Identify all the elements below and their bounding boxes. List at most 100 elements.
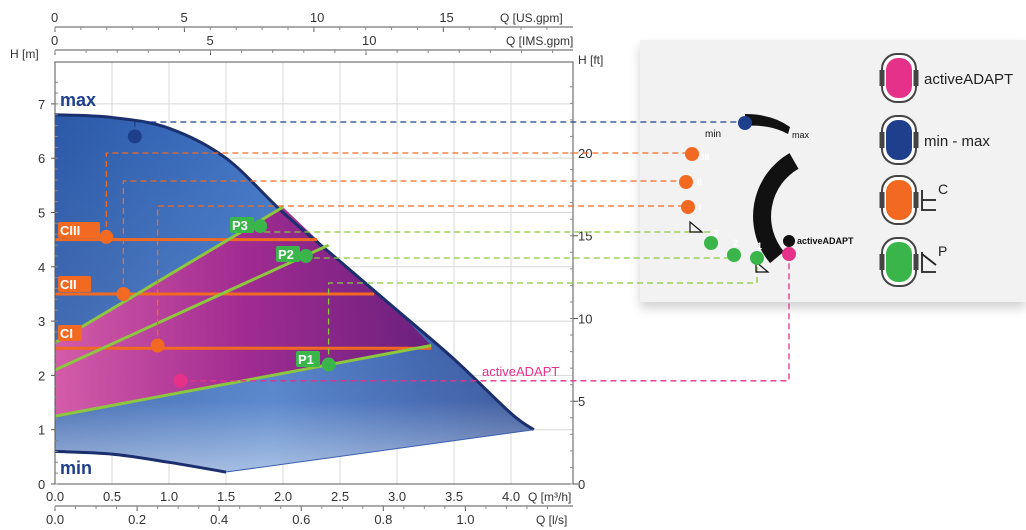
operating-point-p3 — [253, 219, 268, 234]
y-tick-label: 7 — [38, 97, 45, 112]
ciii-label: CIII — [60, 223, 80, 238]
dial-dot-max — [738, 116, 752, 130]
plot-frame — [54, 61, 574, 485]
y-tick-label: 1 — [38, 423, 45, 438]
p3-label-box — [230, 217, 254, 233]
operating-point-ci — [150, 338, 165, 353]
operating-point-p1 — [321, 357, 336, 372]
dial-dot-ii — [679, 175, 693, 189]
cii-label-box — [58, 276, 91, 292]
x-tick-label-m3h: 1.5 — [217, 489, 235, 504]
active-adapt-label: activeADAPT — [482, 364, 559, 379]
x-tick-label-m3h: 3.5 — [445, 489, 463, 504]
legend-active-label: activeADAPT — [924, 71, 1013, 88]
dial-arc — [753, 153, 799, 264]
operating-points — [99, 129, 336, 388]
min-curve — [55, 449, 227, 474]
legend-p-swatch — [886, 242, 912, 282]
y-tick-label: 2 — [38, 368, 45, 383]
ci-label: CI — [60, 326, 73, 341]
x-tick-label-m3h: 3.0 — [388, 489, 406, 504]
x-tick-label-m3h: 0.0 — [46, 489, 64, 504]
legend-p-axis-icon — [921, 252, 936, 273]
dial-min-label: min — [705, 129, 721, 140]
proportional-pressure-line — [54, 243, 330, 372]
cii-label: CII — [60, 277, 77, 292]
legend: activeADAPT min - max C P — [879, 53, 1013, 287]
x-tick-label-ls: 0.2 — [128, 512, 146, 527]
connector-active — [180, 260, 790, 382]
x-tick-label-ls: 0.6 — [292, 512, 310, 527]
dial-dot-2 — [727, 248, 741, 262]
x-tick-label-usgpm: 15 — [439, 10, 453, 25]
operating-point-activeadapt — [173, 373, 188, 388]
dial-mark-ii: II — [697, 177, 702, 187]
p1-label: P1 — [298, 352, 314, 367]
dial-mark-3: 3 — [713, 228, 718, 238]
y-tick-label: 0 — [38, 477, 45, 492]
p2-label-box — [276, 246, 300, 262]
connector-ci — [156, 205, 688, 346]
y2-tick-label: 0 — [578, 477, 585, 492]
x-tick-label-imsgpm: 10 — [362, 33, 376, 48]
x-axis-label-imsgpm: Q [IMS.gpm] — [506, 34, 573, 48]
y-tick-label: 6 — [38, 151, 45, 166]
x-axis-label-ls: Q [l/s] — [536, 513, 567, 527]
legend-c-label: C — [938, 181, 948, 197]
legend-minmax-swatch — [886, 120, 912, 160]
ci-label-box — [58, 325, 82, 341]
dial-mark-iii: III — [702, 152, 710, 162]
dial-c-symbol — [689, 220, 704, 233]
x-axis-label-usgpm: Q [US.gpm] — [500, 11, 563, 25]
x-tick-label-m3h: 2.0 — [274, 489, 292, 504]
connector-p1 — [327, 264, 758, 365]
x-tick-label-imsgpm: 0 — [51, 33, 58, 48]
dial-dot-i — [681, 200, 695, 214]
dial-max-wedge — [745, 114, 790, 134]
x-tick-label-m3h: 1.0 — [160, 489, 178, 504]
dial-active-knob — [783, 235, 795, 247]
x-tick-label-usgpm: 5 — [180, 10, 187, 25]
x-tick-label-m3h: 0.5 — [103, 489, 121, 504]
x-tick-label-imsgpm: 5 — [206, 33, 213, 48]
dial-dot-active — [782, 247, 796, 261]
dial-dot-3 — [704, 236, 718, 250]
operating-point-p2 — [298, 248, 313, 263]
dial-dot-iii — [685, 147, 699, 161]
area-bottom-edge — [225, 429, 534, 473]
p1-label-box — [296, 351, 320, 367]
x-tick-label-m3h: 4.0 — [502, 489, 520, 504]
y2-tick-label: 10 — [578, 311, 592, 326]
connector-ciii — [105, 152, 692, 237]
operating-point-cii — [116, 286, 131, 301]
dial-mark-2: 2 — [733, 238, 738, 248]
x-tick-label-usgpm: 0 — [51, 10, 58, 25]
y-tick-label: 3 — [38, 314, 45, 329]
p3-label: P3 — [232, 218, 248, 233]
p2-label: P2 — [278, 247, 294, 262]
legend-p-label: P — [938, 243, 947, 259]
x-tick-label-usgpm: 10 — [310, 10, 324, 25]
legend-minmax-label: min - max — [924, 133, 990, 150]
x-tick-label-ls: 0.8 — [374, 512, 392, 527]
legend-c-axis-icon — [921, 190, 936, 211]
curve-labels: max min CIII CII CI P3 P2 P1 activeADAPT — [58, 90, 559, 478]
y2-tick-label: 5 — [578, 394, 585, 409]
x-tick-label-ls: 0.4 — [210, 512, 228, 527]
x-axis-label-m3h: Q [m³/h] — [528, 490, 571, 504]
y2-tick-label: 15 — [578, 229, 592, 244]
dial-dot-1 — [750, 251, 764, 265]
legend-p-slope-icon — [921, 253, 937, 266]
dial-p-symbol — [755, 260, 770, 273]
y-tick-label: 5 — [38, 206, 45, 221]
min-label: min — [60, 458, 92, 478]
dial-mark-i: I — [699, 202, 702, 212]
dial-mark-1: 1 — [757, 241, 762, 251]
legend-c-swatch — [886, 180, 912, 220]
y-axis-label-m: H [m] — [10, 47, 39, 61]
y-axis-label-ft: H [ft] — [578, 53, 603, 67]
ciii-label-box — [58, 222, 100, 238]
